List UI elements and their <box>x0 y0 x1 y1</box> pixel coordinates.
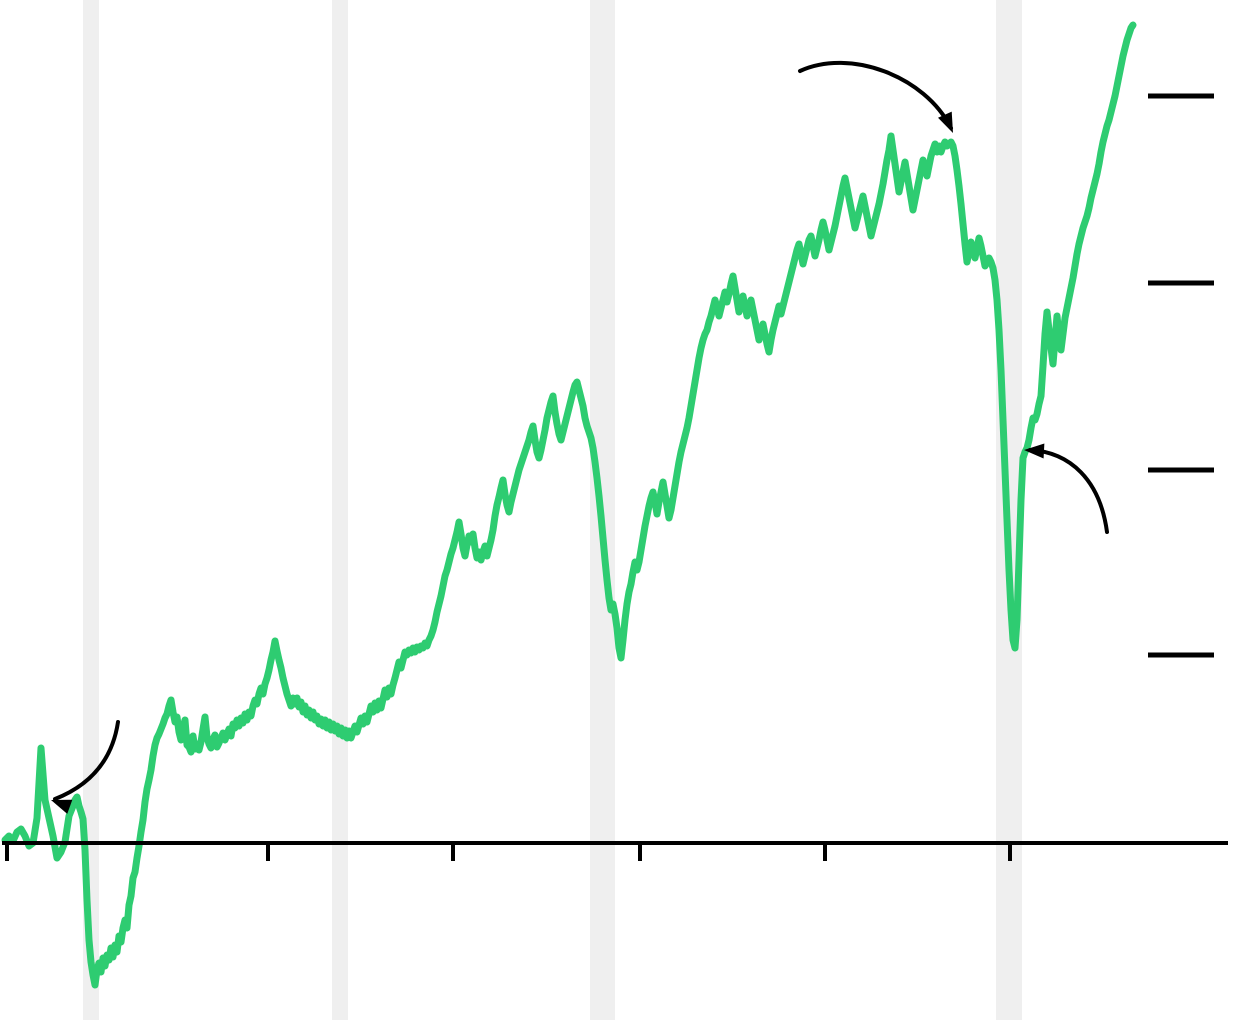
band-2 <box>332 0 348 1020</box>
recession-bands-group <box>83 0 1022 1020</box>
annotation-arrow-crash-curve <box>1028 448 1109 534</box>
annotation-arrow-peak-head <box>938 111 953 133</box>
y-axis-ticks-group <box>1148 93 1214 658</box>
series-group <box>1 21 1137 989</box>
annotation-arrow-crash <box>1024 443 1109 534</box>
annotation-arrow-early-spike-head <box>51 799 73 814</box>
annotations-group <box>51 60 1109 814</box>
annotation-arrow-crash-head <box>1024 443 1045 459</box>
series-line-index-level <box>1 21 1137 989</box>
annotation-arrow-peak-curve <box>798 60 953 130</box>
annotation-arrow-early-spike <box>51 720 120 814</box>
band-1 <box>83 0 99 1020</box>
annotation-arrow-peak <box>798 60 953 133</box>
x-axis-group <box>2 841 1228 861</box>
annotation-arrow-early-spike-curve <box>53 720 120 801</box>
